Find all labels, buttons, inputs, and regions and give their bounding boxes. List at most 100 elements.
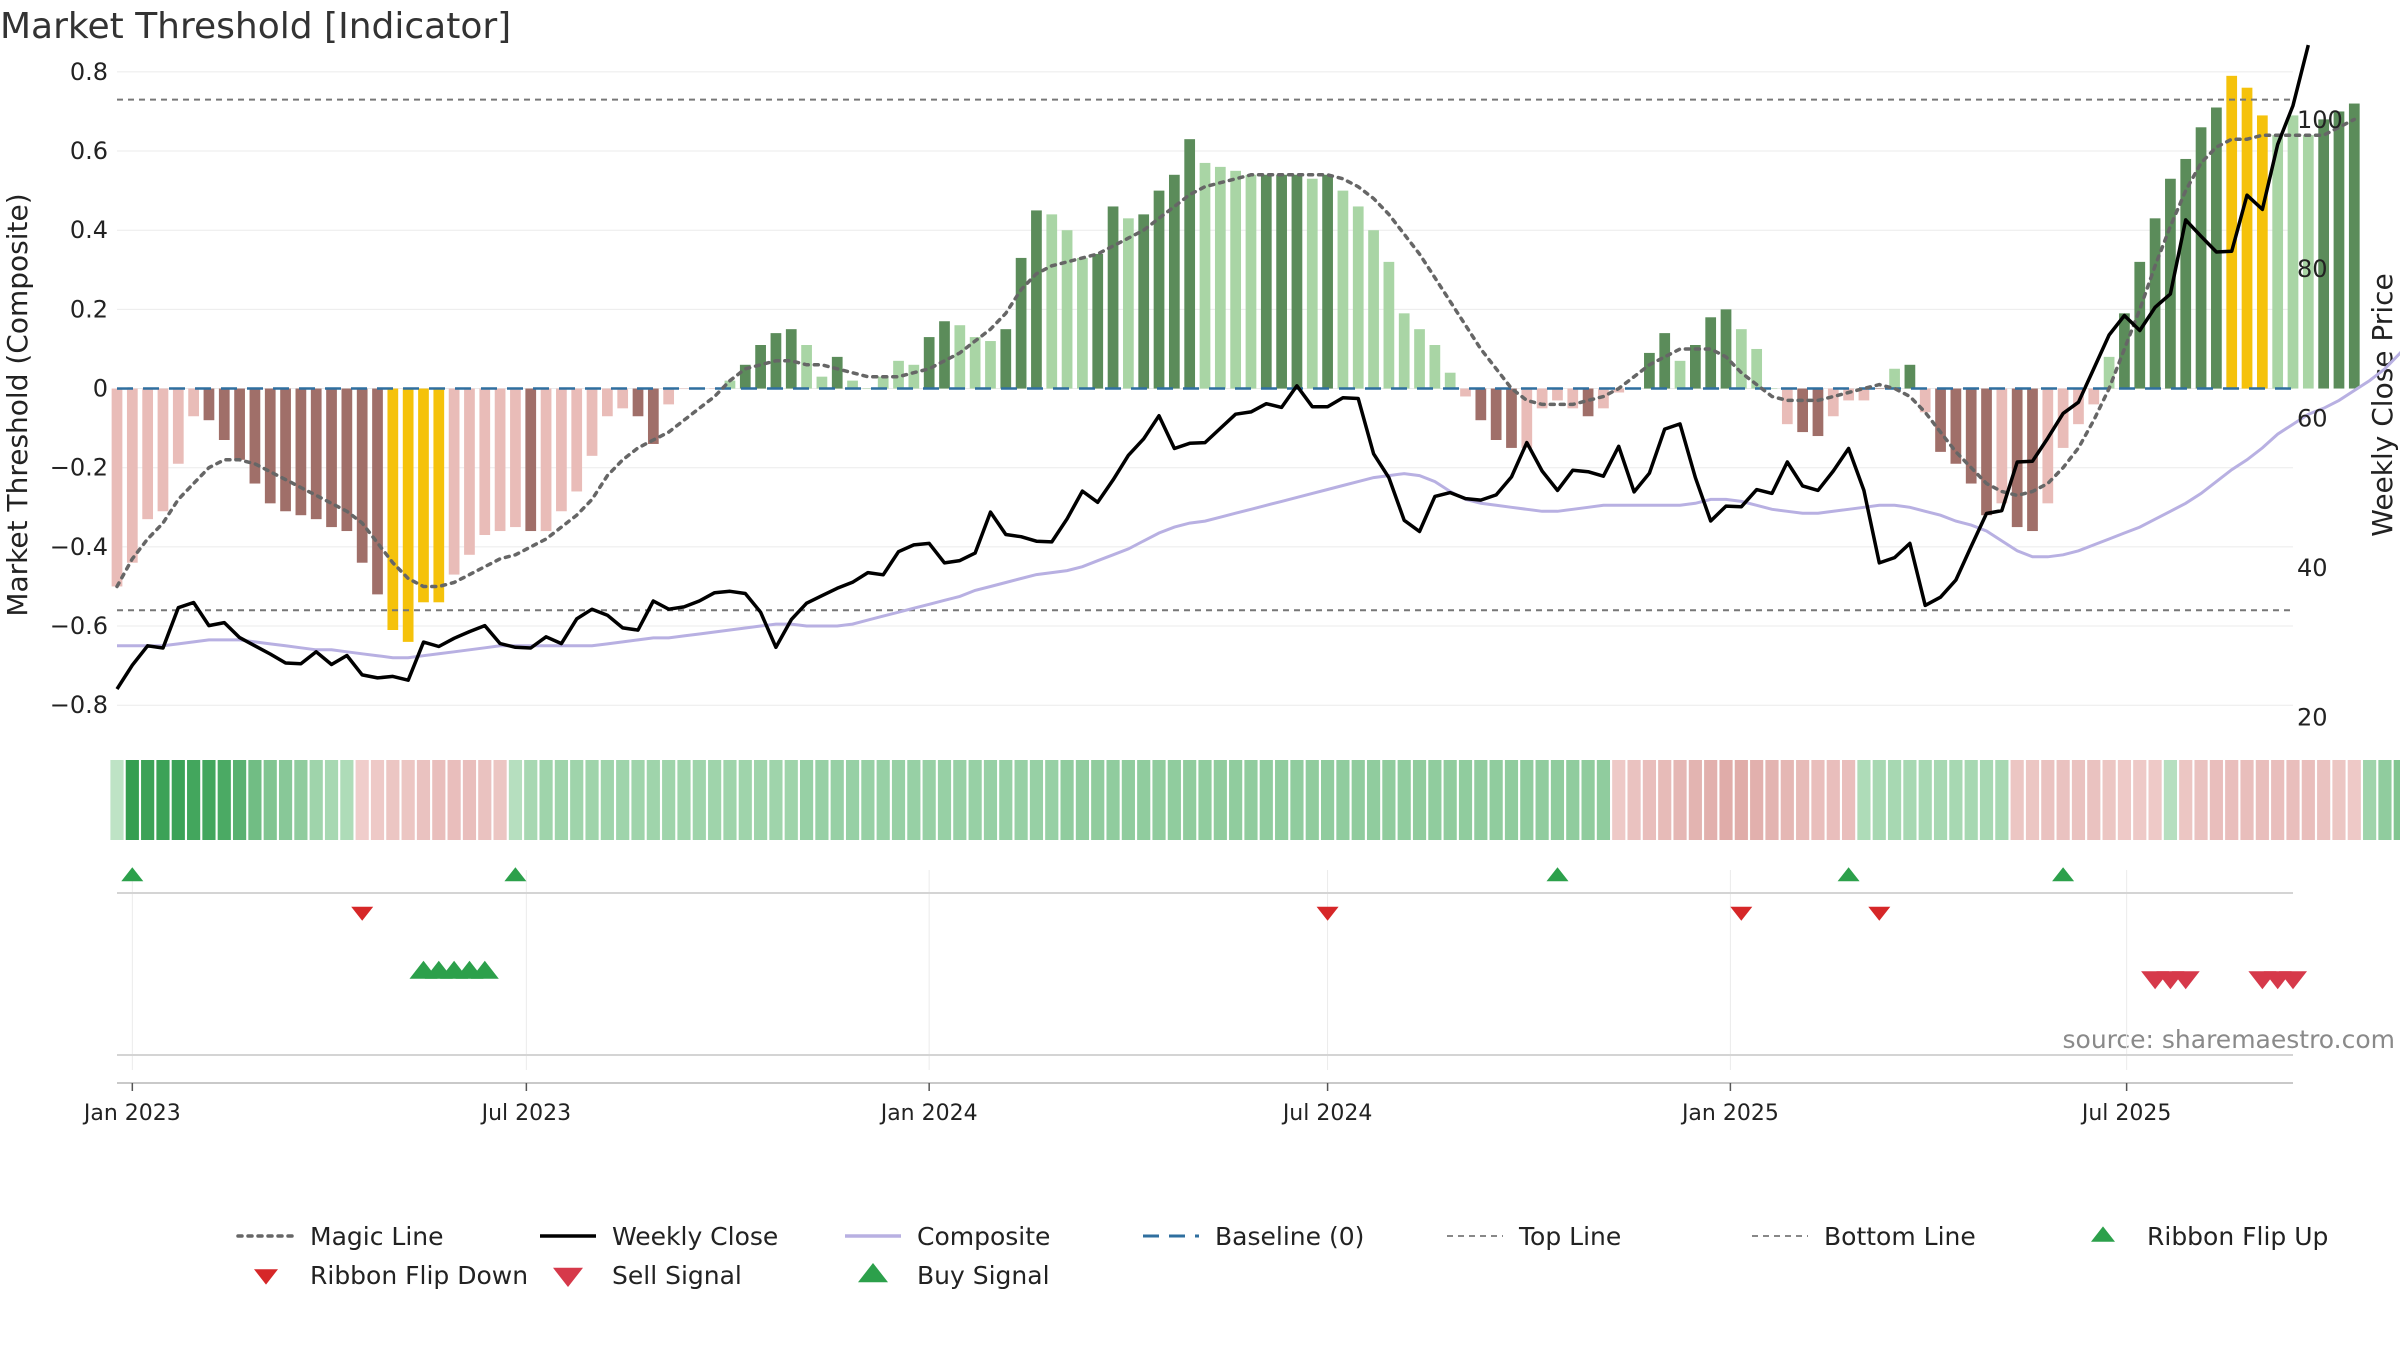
ribbon-cell xyxy=(937,760,952,840)
ribbon-cell xyxy=(1887,760,1902,840)
composite-bar xyxy=(632,388,644,417)
ribbon-cell xyxy=(708,760,722,840)
composite-bar xyxy=(862,388,874,390)
ribbon-cell xyxy=(983,760,998,840)
composite-bar xyxy=(2134,261,2146,389)
ribbon-cell xyxy=(278,760,293,840)
ribbon-cell xyxy=(2087,760,2101,840)
ribbon-cell xyxy=(1504,760,1519,840)
composite-bar xyxy=(985,341,996,389)
ribbon-cell xyxy=(861,760,875,840)
ribbon-cell xyxy=(1596,760,1611,840)
x-tick-label: Jan 2024 xyxy=(879,1101,978,1126)
composite-bar xyxy=(2333,111,2345,389)
ribbon-cell xyxy=(1811,760,1825,840)
composite-bar xyxy=(1720,309,1732,389)
composite-bar xyxy=(908,364,920,389)
legend-label: Ribbon Flip Down xyxy=(310,1261,528,1290)
composite-bar xyxy=(877,376,889,389)
ribbon-cell xyxy=(1060,760,1074,840)
composite-bar xyxy=(372,388,383,595)
composite-bar xyxy=(1291,174,1303,389)
composite-bar xyxy=(402,388,414,642)
ribbon-cell xyxy=(462,760,477,840)
ribbon-flip-up-marker xyxy=(2052,867,2075,882)
ribbon-cell xyxy=(845,760,860,840)
composite-bar xyxy=(2287,115,2299,389)
ribbon-cell xyxy=(2194,760,2208,840)
composite-bar xyxy=(1015,257,1027,389)
ribbon-cell xyxy=(570,760,584,840)
composite-bar xyxy=(356,388,368,563)
composite-bar xyxy=(1322,174,1333,389)
y-ticks: 0.8 0.6 0.4 0.2 0 −0.2 −0.4 −0.6 −0.8 xyxy=(50,58,108,719)
ribbon-cell xyxy=(1826,760,1840,840)
ribbon-cell xyxy=(1167,760,1181,840)
composite-bar xyxy=(264,388,276,504)
composite-bar xyxy=(1904,364,1916,389)
legend-label: Weekly Close xyxy=(612,1222,778,1251)
ribbon-cell xyxy=(2393,760,2400,840)
ribbon-cell xyxy=(907,760,921,840)
ribbon-cell xyxy=(524,760,538,840)
composite-bar xyxy=(126,388,138,563)
composite-bar xyxy=(1781,388,1793,425)
y-tick-label: −0.2 xyxy=(50,454,108,482)
ribbon-cell xyxy=(110,760,124,840)
composite-bar xyxy=(1950,388,1962,464)
composite-bar xyxy=(1184,139,1196,389)
ribbon-cell xyxy=(968,760,982,840)
composite-bar xyxy=(1260,174,1272,389)
source-note: source: sharemaestro.com xyxy=(2063,1025,2396,1054)
composite-bar xyxy=(1981,388,1992,516)
composite-bar xyxy=(2272,135,2284,389)
ribbon-cell xyxy=(2347,760,2361,840)
composite-bar xyxy=(2073,388,2084,425)
ribbon-flip-up-marker xyxy=(1546,867,1569,882)
composite-bar xyxy=(1935,388,1946,452)
y2-ticks: 100 80 60 40 20 xyxy=(2297,106,2343,732)
ribbon-cell xyxy=(1045,760,1059,840)
y-tick-label: 0 xyxy=(93,375,108,403)
ribbon-cell xyxy=(2010,760,2024,840)
composite-bar xyxy=(1889,368,1900,389)
composite-bar xyxy=(295,388,307,516)
ribbon-cell xyxy=(754,760,768,840)
composite-bar xyxy=(1705,317,1717,389)
ribbon-cell xyxy=(1704,760,1718,840)
ribbon-cell xyxy=(1412,760,1427,840)
composite-bar xyxy=(1077,257,1088,389)
composite-bar xyxy=(2088,388,2100,405)
ribbon-flip-down-marker xyxy=(1868,906,1891,921)
ribbon-cell xyxy=(1918,760,1932,840)
composite-bar xyxy=(1398,313,1410,389)
composite-bar xyxy=(203,388,215,421)
ribbon-cell xyxy=(1903,760,1917,840)
ribbon-cell xyxy=(217,760,231,840)
composite-bar xyxy=(663,388,675,405)
ribbon-cell xyxy=(2286,760,2300,840)
ribbon-cell xyxy=(1183,760,1197,840)
composite-bar xyxy=(1475,388,1487,421)
legend-label: Ribbon Flip Up xyxy=(2147,1222,2328,1251)
ribbon-cell xyxy=(2332,760,2346,840)
composite-bar xyxy=(1337,190,1349,389)
composite-bar xyxy=(2348,103,2360,389)
ribbon-cell xyxy=(815,760,829,840)
composite-bar xyxy=(586,388,598,456)
ribbon-cell xyxy=(1091,760,1105,840)
weekly-close-line xyxy=(115,44,2310,691)
composite-bar xyxy=(280,388,291,512)
ribbon-cell xyxy=(1673,760,1687,840)
ribbon-cell xyxy=(447,760,461,840)
ribbon-cell xyxy=(1275,760,1289,840)
composite-bar xyxy=(1582,388,1594,417)
composite-bar xyxy=(464,388,475,555)
composite-bar xyxy=(188,388,199,417)
composite-bar xyxy=(1766,388,1778,390)
composite-bar xyxy=(1751,348,1763,389)
ribbon-cell xyxy=(1550,760,1565,840)
ribbon-cell xyxy=(1397,760,1411,840)
composite-bar xyxy=(785,329,797,389)
